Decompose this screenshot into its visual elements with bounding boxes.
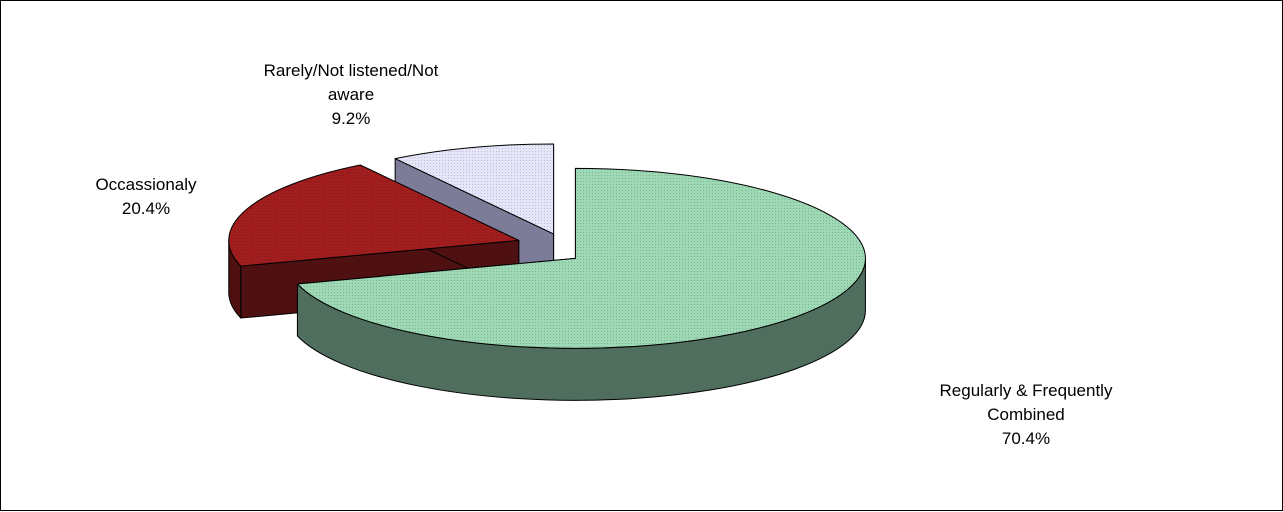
slice-label-occassionaly: Occassionaly 20.4% [81,173,211,221]
slice-label-line: Rarely/Not listened/Not [263,61,439,80]
slice-percent: 9.2% [331,109,371,128]
pie-slice-texture [297,168,866,349]
slice-label-line: Combined [987,405,1065,424]
slice-label-line: Regularly & Frequently [939,381,1113,400]
slice-label-line: Occassionaly [95,175,197,194]
pie-slice-texture [395,143,554,234]
pie-slice [296,167,866,401]
slice-label-line: aware [327,85,375,104]
slice-percent: 20.4% [121,199,171,218]
slice-label-regularly: Regularly & Frequently Combined 70.4% [896,379,1156,451]
slice-percent: 70.4% [1001,429,1051,448]
slice-label-rarely: Rarely/Not listened/Not aware 9.2% [231,59,471,131]
pie-slice-texture [228,165,519,267]
